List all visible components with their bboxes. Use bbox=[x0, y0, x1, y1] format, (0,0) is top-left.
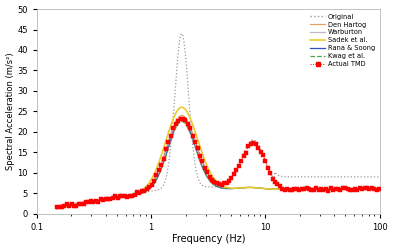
Y-axis label: Spectral Acceleration (m/s²): Spectral Acceleration (m/s²) bbox=[6, 52, 15, 170]
X-axis label: Frequency (Hz): Frequency (Hz) bbox=[171, 234, 245, 244]
Legend: Original, Den Hartog, Warburton, Sadek et al., Rana & Soong, Kwag et al., Actual: Original, Den Hartog, Warburton, Sadek e… bbox=[309, 12, 376, 68]
